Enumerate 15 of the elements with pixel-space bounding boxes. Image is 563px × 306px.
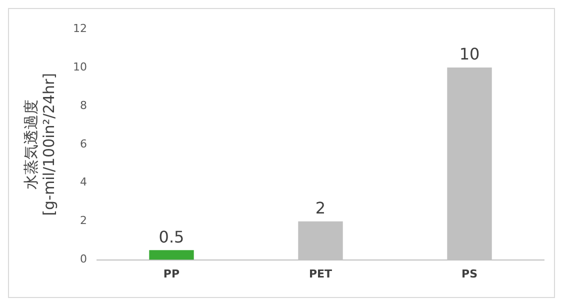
y-tick-label: 10 bbox=[72, 60, 87, 74]
y-tick-label: 12 bbox=[72, 22, 87, 35]
x-tick-label: PS bbox=[462, 267, 478, 280]
x-tick-label: PET bbox=[308, 267, 333, 280]
y-axis-title: 水蒸気透過度 [g-mil/100in²/24hr] bbox=[22, 73, 58, 216]
y-tick-label: 4 bbox=[80, 176, 87, 189]
data-label: 0.5 bbox=[158, 227, 184, 246]
bar bbox=[149, 250, 194, 260]
y-tick-label: 6 bbox=[80, 137, 87, 150]
x-tick-label: PP bbox=[163, 267, 180, 280]
data-label: 2 bbox=[315, 198, 326, 218]
data-label: 10 bbox=[459, 44, 480, 64]
y-tick-label: 2 bbox=[80, 214, 87, 228]
y-tick-label: 8 bbox=[80, 98, 87, 112]
y-tick-label: 0 bbox=[80, 252, 87, 266]
